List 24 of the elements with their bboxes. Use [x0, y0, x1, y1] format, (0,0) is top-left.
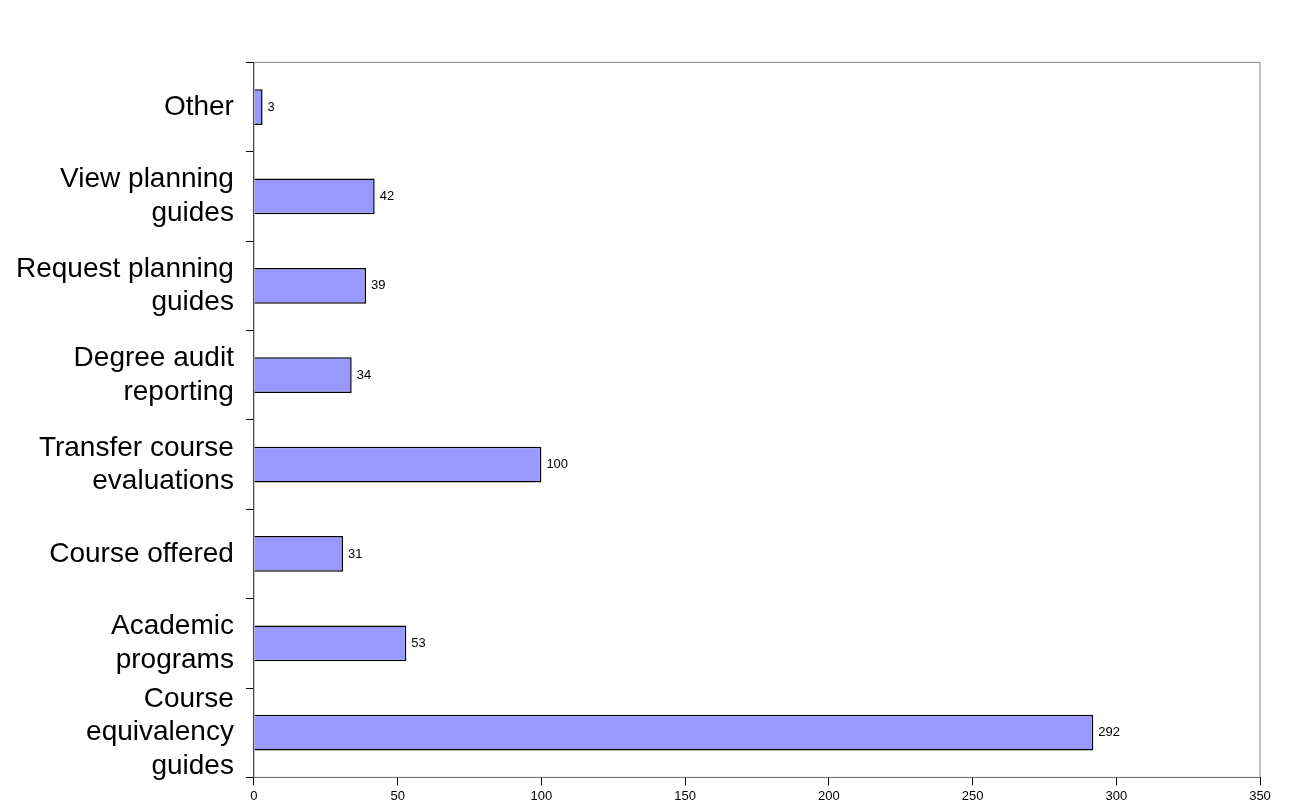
x-tick-label: 300	[1105, 787, 1128, 803]
y-tick-label: Request planning guides	[15, 251, 234, 317]
x-tick-label: 50	[390, 787, 405, 803]
y-tick-label: Other	[163, 89, 234, 121]
y-tick-label: Course equivalency guides	[86, 681, 234, 781]
x-tick-label: 250	[961, 787, 984, 803]
x-tick-label: 200	[817, 787, 840, 803]
y-tick-label: View planning guides	[60, 162, 234, 227]
data-label: 3	[267, 98, 275, 114]
data-label: 292	[1098, 724, 1120, 740]
x-tick-label: 0	[250, 787, 258, 803]
y-tick-label: Course offered	[49, 536, 234, 568]
y-tick-label: Degree audit reporting	[73, 341, 235, 406]
data-label: 39	[371, 277, 386, 293]
y-tick-label: Transfer course evaluations	[38, 430, 234, 496]
y-tick-label: Academic programs	[111, 609, 234, 674]
x-tick-label: 350	[1249, 787, 1271, 803]
x-tick-label: 100	[530, 787, 553, 803]
data-label: 42	[379, 188, 395, 204]
x-tick-label: 150	[674, 787, 696, 803]
data-label: 34	[356, 366, 372, 382]
data-label: 53	[411, 634, 426, 650]
data-label: 31	[348, 545, 363, 561]
data-label: 100	[546, 456, 569, 472]
